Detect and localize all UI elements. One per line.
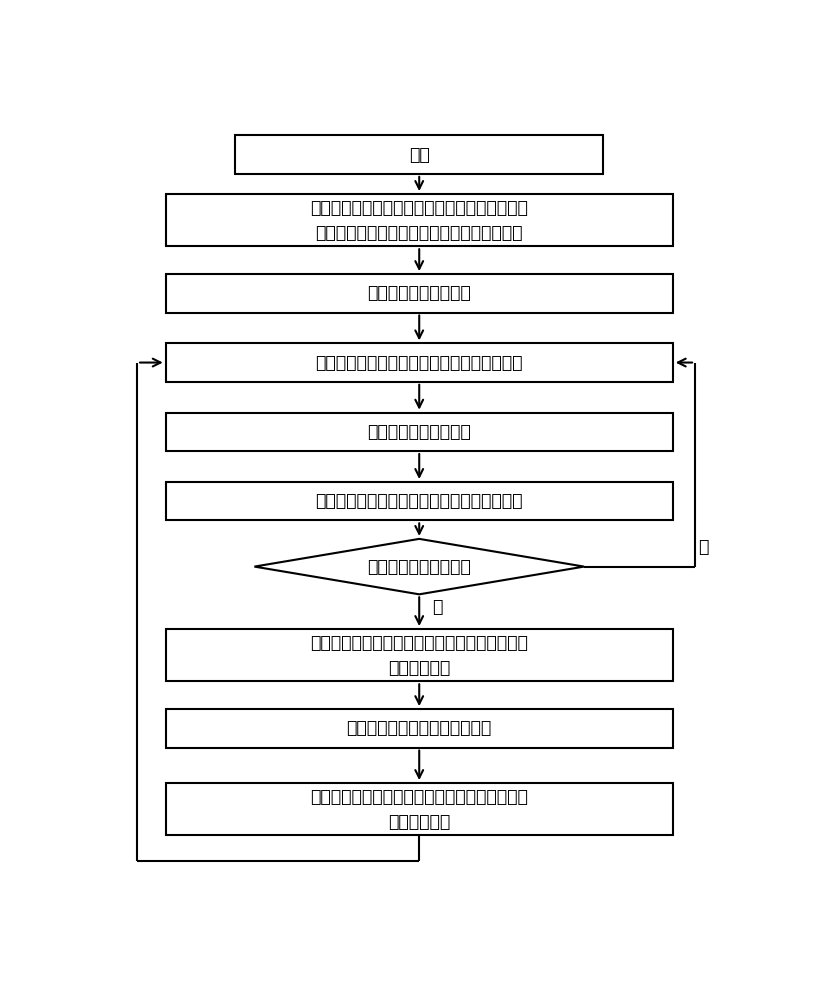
FancyBboxPatch shape <box>165 274 673 312</box>
FancyBboxPatch shape <box>165 194 673 246</box>
FancyBboxPatch shape <box>165 783 673 835</box>
Text: 在换流器交流侧换流母线处对电力系统进行网络
分割，分为机电暂态侧子网和电磁暂态侧子网: 在换流器交流侧换流母线处对电力系统进行网络 分割，分为机电暂态侧子网和电磁暂态侧… <box>310 199 528 242</box>
Text: 电磁暂态子网进行仿真: 电磁暂态子网进行仿真 <box>367 423 471 441</box>
FancyBboxPatch shape <box>165 413 673 451</box>
Text: 向机电暂态侧子网发送电磁暂态子网仿真结果: 向机电暂态侧子网发送电磁暂态子网仿真结果 <box>316 492 523 510</box>
FancyBboxPatch shape <box>236 135 603 174</box>
FancyBboxPatch shape <box>165 709 673 748</box>
Text: 开始: 开始 <box>409 146 429 164</box>
Text: 建立机电暂态侧子网低频段电气特性等效电源: 建立机电暂态侧子网低频段电气特性等效电源 <box>316 354 523 372</box>
Text: 否: 否 <box>699 538 708 556</box>
Text: 根据电磁暂态侧子网仿真结果建立半动态相量半
镜像接口模型: 根据电磁暂态侧子网仿真结果建立半动态相量半 镜像接口模型 <box>310 634 528 677</box>
FancyBboxPatch shape <box>165 629 673 681</box>
Text: 是: 是 <box>432 598 443 616</box>
Polygon shape <box>254 539 584 594</box>
Text: 是否完成第一交互步长: 是否完成第一交互步长 <box>367 558 471 576</box>
FancyBboxPatch shape <box>165 482 673 520</box>
FancyBboxPatch shape <box>165 343 673 382</box>
Text: 机电暂态侧三序网络仿真计算，并向电磁暂态侧
发送仿真结果: 机电暂态侧三序网络仿真计算，并向电磁暂态侧 发送仿真结果 <box>310 788 528 831</box>
Text: 求解半动态相量半镜像接口模型: 求解半动态相量半镜像接口模型 <box>347 719 492 737</box>
Text: 对仿真系统进行初始化: 对仿真系统进行初始化 <box>367 284 471 302</box>
